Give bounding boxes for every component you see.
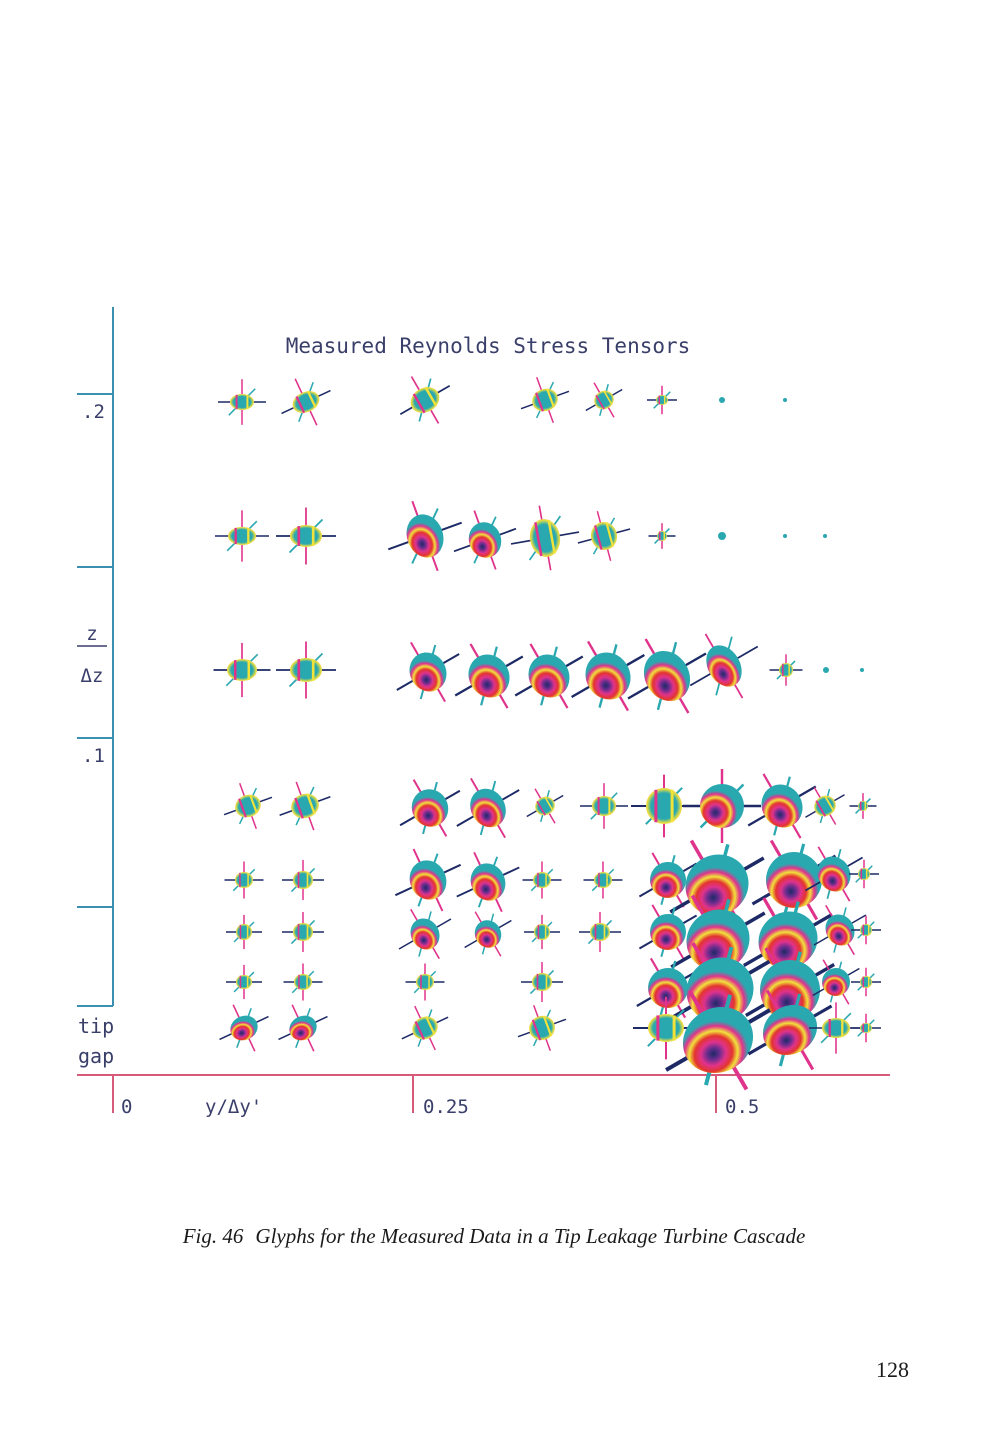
tensor-glyph — [812, 959, 860, 1005]
tensor-glyph — [813, 904, 867, 956]
tip-label: tip — [78, 1014, 114, 1038]
tensor-glyph — [521, 962, 563, 1002]
tensor-glyph — [388, 500, 462, 572]
tensor-glyph — [638, 852, 698, 908]
tensor-glyph — [526, 788, 564, 824]
tensor-glyph — [276, 641, 336, 699]
tensor-glyph — [769, 654, 803, 686]
tensor-glyph — [281, 378, 331, 426]
tensor-glyph — [633, 996, 699, 1060]
tensor-glyph — [860, 668, 864, 672]
tensor-glyph — [851, 1013, 881, 1043]
tensor-glyph — [401, 1005, 449, 1051]
tensor-glyph — [464, 911, 512, 957]
y-axis: .2 .1 z Δz tip gap — [77, 307, 114, 1068]
tensor-glyph — [396, 641, 460, 703]
x-tick-label: 0.25 — [423, 1096, 469, 1118]
tensor-glyph — [665, 989, 771, 1091]
tensor-glyph — [282, 912, 324, 952]
x-axis-label: y/Δy' — [205, 1096, 262, 1118]
tensor-glyph — [517, 1004, 567, 1052]
tensor-glyph — [647, 385, 677, 415]
tensor-glyph — [683, 768, 761, 844]
tensor-glyph — [522, 861, 562, 899]
tensor-glyph — [747, 989, 833, 1071]
gap-label: gap — [78, 1044, 114, 1068]
tensor-glyph — [226, 914, 262, 950]
x-tick-label: 0.5 — [725, 1096, 759, 1118]
tensor-glyph — [282, 860, 324, 900]
tensor-glyph — [520, 376, 570, 424]
tensor-glyph — [805, 787, 845, 825]
tensor-glyph — [278, 1004, 328, 1052]
tensor-glyph — [631, 774, 697, 838]
tensor-glyph — [224, 861, 264, 899]
tensor-glyph — [579, 912, 621, 952]
tensor-glyph — [213, 642, 271, 698]
tensor-glyph — [823, 534, 827, 538]
tensor-glyph — [849, 859, 879, 889]
tensor-glyph — [747, 773, 817, 839]
tensor-glyph — [405, 963, 445, 1001]
tensor-glyph — [823, 667, 829, 673]
tensor-glyph — [510, 505, 580, 571]
tensor-glyph — [399, 376, 451, 424]
tensor-glyph — [689, 633, 759, 699]
y-axis-label-numerator: z — [86, 623, 97, 645]
tensor-glyph — [849, 793, 877, 819]
tensor-glyph — [583, 861, 623, 899]
x-tick-label: 0 — [121, 1096, 132, 1118]
tensor-glyph — [398, 908, 452, 960]
tensor-glyph — [514, 643, 584, 709]
y-tick-label: .1 — [82, 745, 105, 767]
tensor-glyph — [742, 897, 834, 983]
tensor-glyphs — [213, 376, 881, 1091]
tensor-glyph — [279, 781, 331, 831]
x-axis: 0 0.25 0.5 y/Δy' — [77, 1074, 890, 1118]
tensor-glyph — [638, 904, 698, 960]
y-tick-label: .2 — [82, 401, 105, 423]
tensor-glyph — [456, 851, 520, 913]
figure-title: Measured Reynolds Stress Tensors — [286, 334, 691, 358]
tensor-glyph — [783, 534, 787, 538]
caption-text: Glyphs for the Measured Data in a Tip Le… — [255, 1224, 806, 1248]
tensor-glyph — [585, 382, 623, 418]
tensor-glyph — [453, 510, 517, 570]
tensor-glyph — [809, 1002, 863, 1054]
tensor-glyph — [851, 915, 881, 945]
page-number: 128 — [876, 1357, 909, 1382]
tensor-glyph — [223, 782, 273, 830]
tensor-glyph — [456, 777, 520, 839]
figure-caption: Fig. 46 Glyphs for the Measured Data in a… — [0, 1224, 988, 1249]
tensor-glyph — [215, 510, 269, 562]
tensor-glyph — [226, 964, 262, 1000]
tensor-glyph — [851, 967, 881, 997]
tensor-glyph — [454, 643, 524, 709]
tensor-glyph — [219, 1004, 269, 1052]
tensor-glyph — [571, 640, 645, 712]
y-axis-label-denominator: Δz — [81, 665, 104, 687]
tensor-glyph — [394, 848, 462, 912]
tensor-glyph — [627, 638, 707, 714]
tensor-glyph — [648, 523, 676, 549]
tensor-glyph — [783, 398, 787, 402]
tensor-glyph — [218, 379, 266, 425]
tensor-glyph — [577, 511, 631, 561]
tensor-glyph — [276, 507, 336, 565]
tensor-glyph — [636, 957, 700, 1019]
tensor-glyph — [580, 783, 628, 829]
tensor-glyph — [718, 532, 726, 540]
tensor-glyph — [399, 779, 461, 837]
tensor-glyph — [719, 397, 725, 403]
figure-number: Fig. 46 — [182, 1224, 244, 1248]
tensor-glyph — [804, 846, 864, 902]
tensor-glyph — [283, 963, 323, 1001]
tensor-glyph — [524, 914, 560, 950]
